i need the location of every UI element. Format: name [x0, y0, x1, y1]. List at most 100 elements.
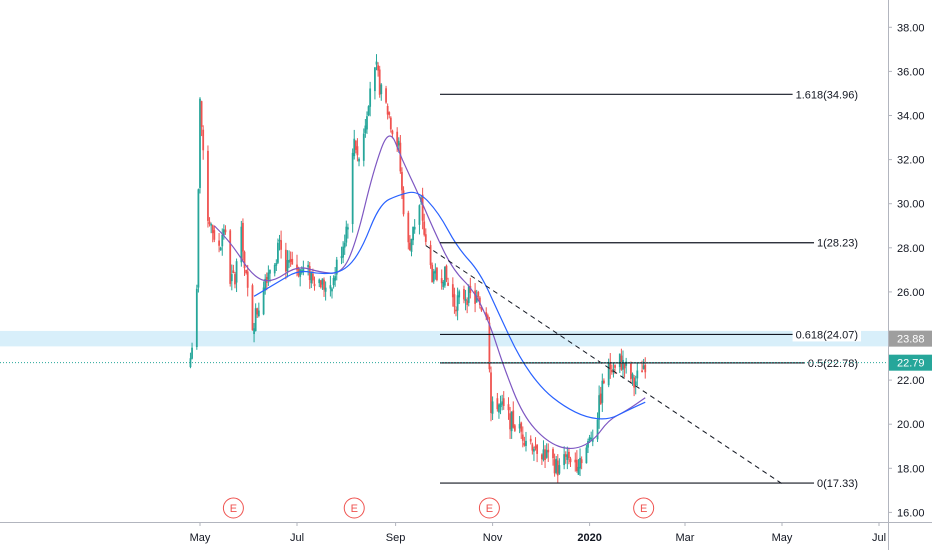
- candle-body: [445, 265, 448, 280]
- candle-body: [358, 158, 360, 162]
- candle-body: [254, 308, 257, 332]
- candle-body: [257, 310, 260, 317]
- candle-body: [498, 404, 500, 413]
- candle-body: [273, 264, 276, 274]
- candle-body: [547, 449, 550, 453]
- candle-body: [386, 105, 389, 115]
- candle-body: [474, 290, 476, 304]
- candle-body: [625, 361, 628, 366]
- candle-body: [525, 440, 527, 446]
- candle-body: [191, 347, 193, 359]
- candle-body: [507, 404, 510, 411]
- candle-body: [603, 380, 605, 384]
- y-tick-label: 22.00: [897, 375, 925, 387]
- candle-body: [614, 365, 616, 368]
- candle-body: [377, 65, 379, 71]
- candle-body: [346, 227, 349, 230]
- candle-body: [375, 61, 378, 65]
- candle-body: [531, 444, 534, 451]
- candle-body: [313, 283, 316, 287]
- candle-body: [224, 229, 227, 233]
- candle-body: [397, 140, 400, 146]
- y-tick-label: 32.00: [897, 155, 925, 167]
- fib-label-backdrop: [814, 478, 861, 491]
- candle-body: [475, 295, 478, 303]
- candle-body: [610, 369, 613, 373]
- candle-body: [607, 362, 610, 386]
- candle-body: [577, 466, 580, 475]
- earnings-marker-circle[interactable]: [633, 497, 655, 519]
- candle-body: [342, 246, 345, 258]
- earnings-marker-circle[interactable]: [478, 497, 500, 519]
- y-tick-label: 26.00: [897, 287, 925, 299]
- candle-body: [407, 212, 410, 243]
- candle-body: [413, 226, 416, 230]
- candle-body: [354, 140, 357, 150]
- candle-body: [480, 307, 483, 311]
- candle-body: [232, 270, 235, 273]
- candle-body: [542, 449, 545, 460]
- candle-body: [488, 322, 491, 370]
- candle-body: [601, 380, 604, 403]
- candle-body: [636, 370, 639, 379]
- candle-body: [207, 150, 209, 221]
- candle-body: [221, 234, 224, 247]
- candle-body: [569, 458, 572, 463]
- earnings-marker-circle[interactable]: [222, 497, 244, 519]
- candle-body: [334, 276, 337, 281]
- highlight-level-tag-box: [889, 330, 932, 347]
- candle-body: [618, 353, 621, 368]
- candle-body: [534, 445, 537, 449]
- candle-body: [310, 272, 313, 284]
- y-tick-label: 38.00: [897, 22, 925, 34]
- candle-body: [391, 130, 394, 135]
- candle-body: [518, 423, 521, 429]
- candle-body: [284, 249, 287, 272]
- candle-body: [364, 125, 367, 133]
- y-tick-label: 20.00: [897, 419, 925, 431]
- x-tick-label: Jul: [872, 532, 886, 544]
- candle-body: [423, 221, 426, 235]
- candle-body: [369, 88, 372, 107]
- candle-body: [478, 297, 481, 306]
- candle-body: [598, 395, 601, 420]
- candle-body: [458, 291, 461, 298]
- earnings-marker-label: E: [351, 503, 358, 515]
- candle-body: [289, 259, 292, 262]
- candle-body: [296, 264, 298, 270]
- fib-label-backdrop: [804, 357, 861, 370]
- candle-body: [323, 279, 325, 290]
- candle-body: [456, 295, 459, 311]
- candle-body: [510, 411, 513, 432]
- candle-body: [544, 449, 546, 461]
- earnings-marker-circle[interactable]: [343, 497, 365, 519]
- candle-body: [630, 363, 632, 380]
- candle-body: [568, 451, 570, 459]
- fibonacci-extension-layer[interactable]: 1.618(34.96) 1(28.23) 0.618(24.07) 0.5(22.7…: [440, 89, 861, 491]
- candle-body: [230, 274, 233, 282]
- candle-body: [429, 245, 432, 266]
- candle-body: [410, 238, 413, 252]
- candle-body: [389, 117, 392, 130]
- candle-body: [353, 138, 356, 157]
- candle-body: [312, 273, 314, 281]
- candle-body: [485, 312, 488, 317]
- candle-body: [563, 454, 566, 466]
- candle-body: [536, 444, 539, 454]
- candle-body: [455, 309, 457, 312]
- fib-label-backdrop: [792, 89, 861, 102]
- candle-body: [388, 112, 391, 115]
- candle-body: [424, 234, 427, 242]
- candle-body: [469, 285, 472, 293]
- candle-body: [421, 194, 424, 221]
- candle-body: [319, 280, 322, 288]
- candle-body: [466, 300, 469, 305]
- candle-body: [529, 438, 532, 442]
- y-tick-label: 16.00: [897, 507, 925, 519]
- candle-body: [399, 142, 402, 172]
- candle-body: [609, 361, 612, 370]
- candle-body: [280, 240, 282, 250]
- candle-body: [409, 242, 411, 251]
